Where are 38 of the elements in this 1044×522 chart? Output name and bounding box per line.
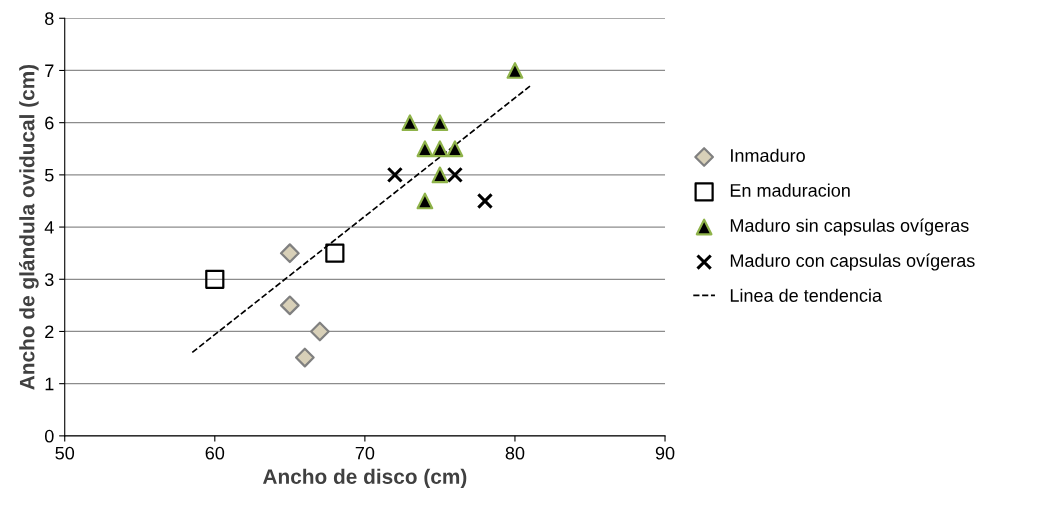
legend-label: Maduro sin capsulas ovígeras xyxy=(730,218,969,236)
point xyxy=(476,192,494,210)
point xyxy=(279,243,300,264)
x-tick-label: 70 xyxy=(355,446,375,460)
legend-label: Maduro con capsulas ovígeras xyxy=(730,253,975,271)
point xyxy=(506,62,524,79)
point xyxy=(416,192,434,210)
point xyxy=(325,243,345,263)
point xyxy=(431,166,449,184)
x-tick-label: 80 xyxy=(505,446,525,460)
point xyxy=(401,114,419,132)
point xyxy=(294,347,315,368)
point xyxy=(386,166,404,183)
x-tick-label: 50 xyxy=(55,446,75,460)
x-tick-label: 60 xyxy=(205,446,225,460)
x-tick-label: 90 xyxy=(655,446,675,460)
y-tick-label: 4 xyxy=(44,221,54,234)
y-tick-label: 0 xyxy=(44,429,54,443)
point xyxy=(431,140,449,158)
legend-label: Linea de tendencia xyxy=(730,288,882,302)
point xyxy=(446,140,464,158)
point xyxy=(205,269,225,289)
y-tick-label: 3 xyxy=(44,273,54,286)
y-axis-title: Ancho de glándula oviducal (cm) xyxy=(19,64,39,390)
point xyxy=(279,295,300,316)
point xyxy=(309,321,330,342)
y-tick-label: 1 xyxy=(45,377,54,391)
y-tick-label: 7 xyxy=(45,64,54,78)
y-tick-label: 6 xyxy=(45,116,54,130)
y-tick-label: 2 xyxy=(45,325,54,339)
y-tick-label: 8 xyxy=(45,12,54,25)
legend-label: Inmaduro xyxy=(731,148,805,162)
point xyxy=(446,166,464,183)
point xyxy=(416,140,434,158)
legend-label: En maduracion xyxy=(730,183,850,197)
point xyxy=(431,114,449,132)
x-axis-title: Ancho de disco (cm) xyxy=(262,468,467,489)
y-tick-label: 5 xyxy=(44,168,54,182)
